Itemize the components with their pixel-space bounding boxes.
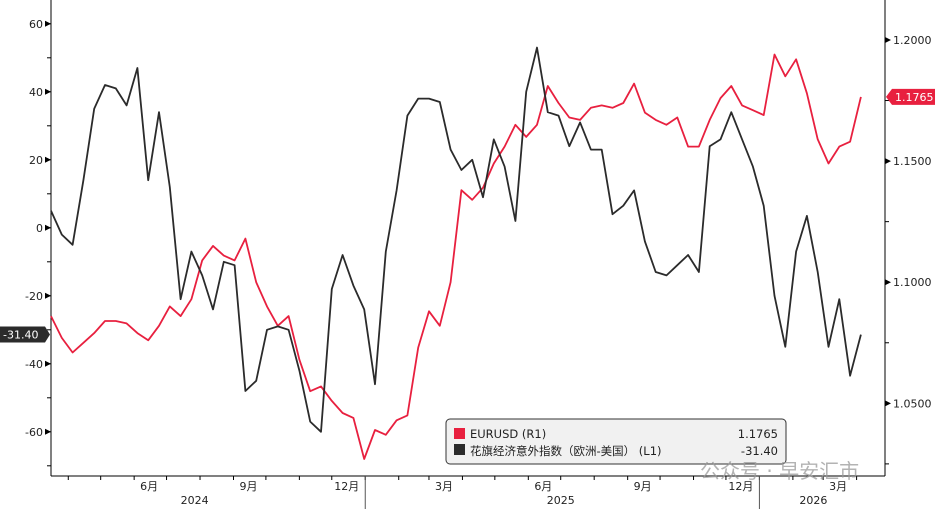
right-tick-label: 1.1500: [893, 155, 932, 168]
left-tick-label: -40: [25, 358, 43, 371]
legend-swatch-eurusd: [454, 428, 465, 439]
right-tick-arrow: [885, 279, 891, 286]
right-tick-label: 1.1000: [893, 276, 932, 289]
legend-value-surprise: -31.40: [741, 444, 778, 458]
x-year-label: 2026: [799, 494, 827, 507]
eurusd-last-value: 1.1765: [895, 91, 934, 104]
left-tick-label: 40: [29, 86, 43, 99]
labels-layer: 1.1765 -31.40: [0, 88, 935, 343]
right-tick-arrow: [885, 158, 891, 165]
left-tick-arrow: [45, 156, 51, 163]
x-year-label: 2024: [181, 494, 209, 507]
left-tick-label: 60: [29, 18, 43, 31]
left-tick-label: 20: [29, 154, 43, 167]
left-tick-arrow: [45, 20, 51, 27]
left-tick-arrow: [45, 360, 51, 367]
left-tick-label: -60: [25, 426, 43, 439]
left-tick-arrow: [45, 88, 51, 95]
surprise-index-line: [50, 46, 862, 433]
surprise-last-value: -31.40: [3, 329, 38, 342]
right-tick-label: 1.0500: [893, 397, 932, 410]
x-month-label: 3月: [435, 480, 453, 493]
legend-value-eurusd: 1.1765: [738, 427, 778, 441]
legend-label-eurusd: EURUSD (R1): [470, 427, 546, 441]
left-tick-arrow: [45, 224, 51, 231]
left-tick-arrow: [45, 428, 51, 435]
left-tick-arrow: [45, 292, 51, 299]
legend-label-surprise: 花旗经济意外指数（欧洲-美国） (L1): [470, 444, 662, 458]
x-month-label: 9月: [240, 480, 258, 493]
x-month-label: 6月: [534, 480, 552, 493]
x-year-label: 2025: [547, 494, 575, 507]
x-month-label: 6月: [140, 480, 158, 493]
legend-swatch-surprise: [454, 444, 465, 455]
right-tick-arrow: [885, 400, 891, 407]
surprise-last-value-tag: [0, 326, 50, 343]
series-layer: [50, 46, 862, 460]
axes: 60 40 20 0 -20 -40 -60 1.2000 1.1500 1.1000 1.0500…: [25, 0, 932, 509]
eurusd-last-value-tag: [886, 88, 935, 105]
legend: EURUSD (R1) 1.1765 花旗经济意外指数（欧洲-美国） (L1) …: [445, 418, 787, 465]
eurusd-line: [50, 53, 862, 460]
x-month-label: 12月: [728, 480, 753, 493]
watermark: 公众号 · 早安汇市: [700, 459, 859, 483]
x-month-label: 3月: [829, 480, 847, 493]
right-tick-label: 1.2000: [893, 34, 932, 47]
left-tick-label: -20: [25, 290, 43, 303]
right-tick-arrow: [885, 36, 891, 43]
legend-box: [445, 418, 787, 465]
x-month-label: 12月: [334, 480, 359, 493]
left-tick-label: 0: [36, 222, 43, 235]
x-month-label: 9月: [634, 480, 652, 493]
